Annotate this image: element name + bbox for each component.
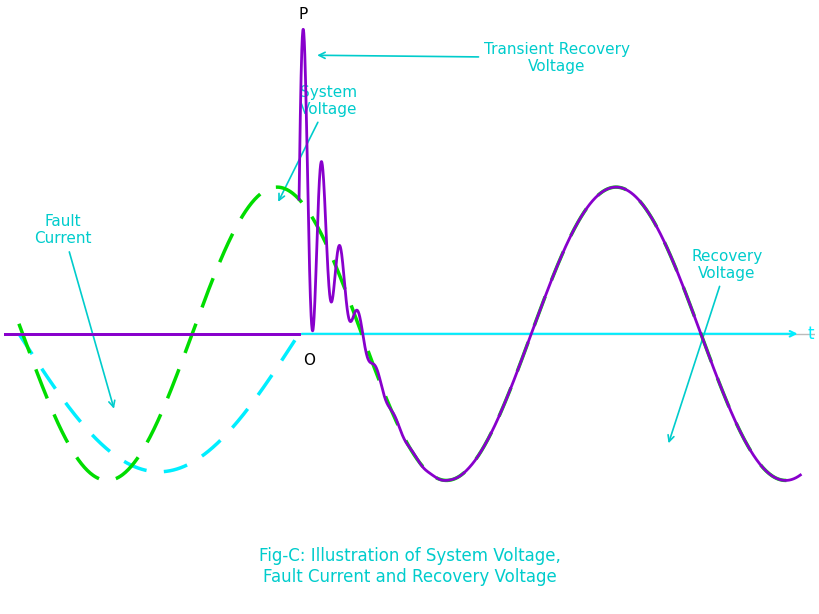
Text: Transient Recovery
Voltage: Transient Recovery Voltage xyxy=(319,42,629,74)
Text: t: t xyxy=(807,325,813,343)
Text: P: P xyxy=(298,7,308,22)
Text: Fault
Current: Fault Current xyxy=(34,214,115,407)
Text: O: O xyxy=(302,353,314,368)
Text: Fig-C: Illustration of System Voltage,
Fault Current and Recovery Voltage: Fig-C: Illustration of System Voltage, F… xyxy=(258,547,560,586)
Text: System
Voltage: System Voltage xyxy=(278,85,357,200)
Text: Recovery
Voltage: Recovery Voltage xyxy=(667,249,762,441)
